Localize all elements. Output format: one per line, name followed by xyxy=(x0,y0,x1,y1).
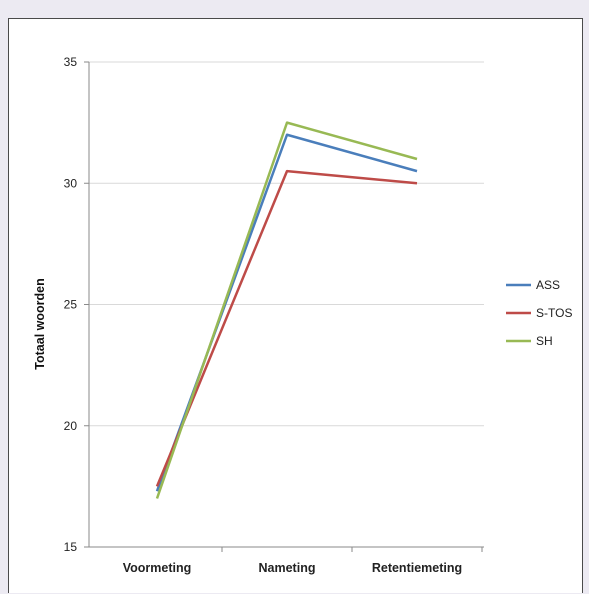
x-category-label: Voormeting xyxy=(123,561,192,575)
legend-label-sh: SH xyxy=(536,334,553,348)
series-line-ass xyxy=(155,133,418,492)
legend: ASS S-TOS SH xyxy=(506,278,572,348)
y-tick-label: 30 xyxy=(64,176,78,190)
series-line-s-tos xyxy=(155,169,418,487)
y-axis-title: Totaal woorden xyxy=(33,278,47,369)
y-tick-label: 35 xyxy=(64,55,78,69)
y-tick-label: 25 xyxy=(64,298,78,312)
y-tick-label: 15 xyxy=(64,540,78,554)
line-chart: 15 20 25 30 35 Voormeting Nameting Retentiemeti… xyxy=(33,55,572,575)
x-category-label: Retentiemeting xyxy=(372,561,462,575)
series-line-sh xyxy=(155,121,418,499)
axis-labels: Totaal woorden xyxy=(33,278,47,369)
chart-frame: 15 20 25 30 35 Voormeting Nameting Retentiemeti… xyxy=(8,18,583,593)
series-lines xyxy=(155,121,418,499)
y-tick-label: 20 xyxy=(64,419,78,433)
legend-label-ass: ASS xyxy=(536,278,560,292)
legend-label-s-tos: S-TOS xyxy=(536,306,572,320)
x-category-label: Nameting xyxy=(259,561,316,575)
axes: 15 20 25 30 35 Voormeting Nameting Retentiemeti… xyxy=(64,55,484,575)
